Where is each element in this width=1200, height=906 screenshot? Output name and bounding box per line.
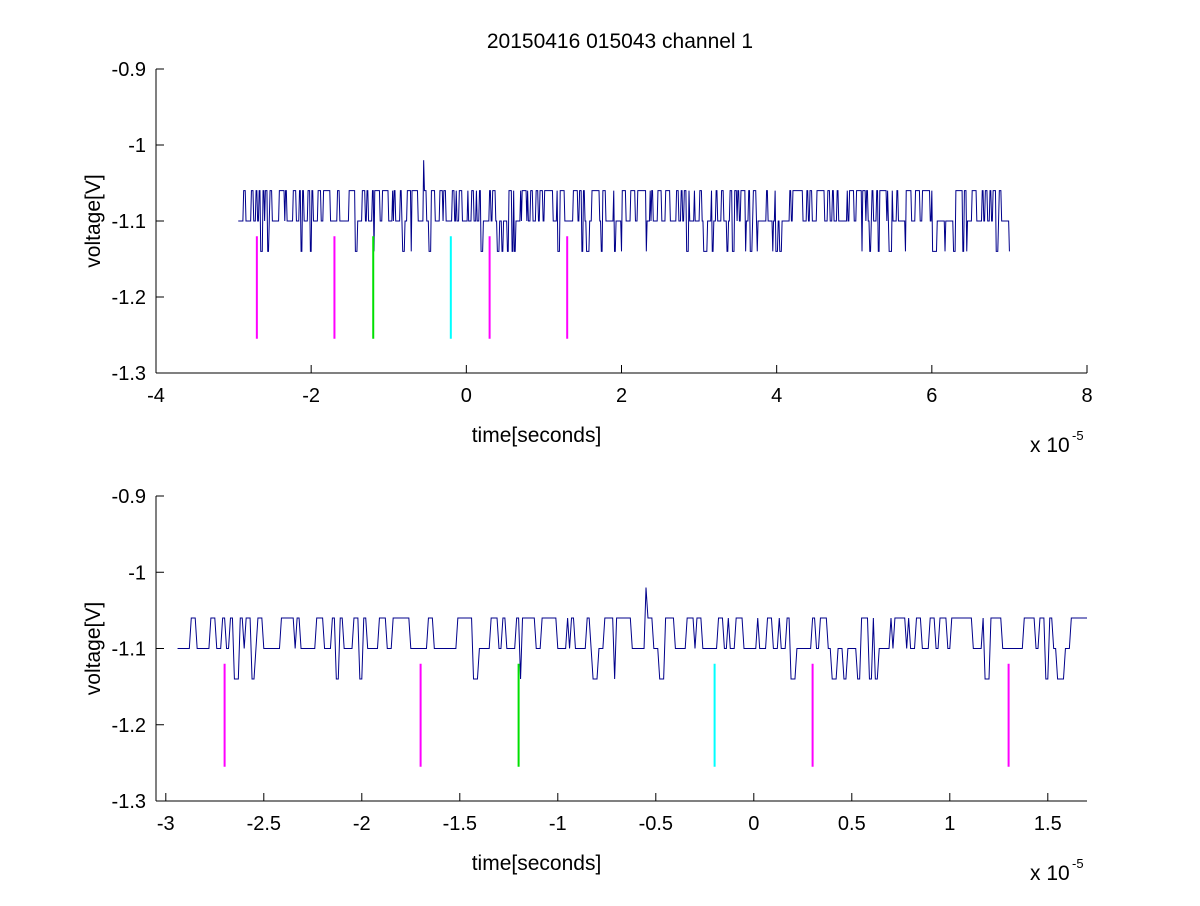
top-y-axis-label: voltage[V] (82, 174, 105, 267)
bottom-x-tick-label: -1 (549, 813, 567, 835)
figure-title: 20150416 015043 channel 1 (487, 30, 753, 53)
top-x-multiplier-exponent: -5 (1072, 428, 1084, 443)
bottom-x-tick-label: 0.5 (838, 813, 866, 835)
bottom-x-tick-label: -1.5 (443, 813, 477, 835)
bottom-x-tick-label: -0.5 (639, 813, 673, 835)
top-x-tick-label: 0 (461, 385, 472, 407)
bottom-x-tick-label: -2.5 (247, 813, 281, 835)
bottom-y-tick-label: -1.2 (112, 715, 146, 737)
bottom-x-multiplier-exponent: -5 (1072, 856, 1084, 871)
top-x-tick-label: 6 (926, 385, 937, 407)
bottom-x-tick-label: 0 (748, 813, 759, 835)
top-x-tick-label: -2 (302, 385, 320, 407)
bottom-x-tick-label: -2 (353, 813, 371, 835)
bottom-x-tick-label: 1.5 (1034, 813, 1062, 835)
bottom-y-tick-label: -1.1 (112, 639, 146, 661)
top-x-tick-label: 8 (1081, 385, 1092, 407)
bottom-x-tick-label: 1 (944, 813, 955, 835)
bottom-y-tick-label: -0.9 (112, 486, 146, 508)
bottom-voltage-trace (177, 587, 1087, 680)
bottom-y-tick-label: -1 (128, 562, 146, 584)
bottom-plot: -0.9 -1 -1.1 -1.2 -1.3 -3 -2.5 -2 -1.5 -1 -0.5 0 0.5… (82, 486, 1087, 885)
bottom-x-axis-label: time[seconds] (472, 852, 602, 875)
top-y-tick-label: -1.1 (112, 211, 146, 233)
top-x-tick-label: 2 (616, 385, 627, 407)
top-x-axis-label: time[seconds] (472, 424, 602, 447)
bottom-x-multiplier-label: x 10 (1030, 862, 1070, 885)
top-plot: -0.9 -1 -1.1 -1.2 -1.3-4 -2 0 2 4 6 8 time[seconds]… (82, 59, 1093, 457)
top-x-tick-label: 4 (771, 385, 782, 407)
top-y-tick-label: -1.2 (112, 287, 146, 309)
top-x-tick-label: -4 (147, 385, 165, 407)
bottom-y-tick-label: -1.3 (112, 791, 146, 813)
top-y-tick-label: -1.3 (112, 363, 146, 385)
top-voltage-trace (238, 160, 1010, 252)
top-y-tick-label: -0.9 (112, 59, 146, 81)
top-y-tick-label: -1 (128, 135, 146, 157)
bottom-y-axis-label: voltage[V] (82, 602, 105, 695)
top-x-multiplier-label: x 10 (1030, 434, 1070, 457)
bottom-x-tick-label: -3 (157, 813, 175, 835)
